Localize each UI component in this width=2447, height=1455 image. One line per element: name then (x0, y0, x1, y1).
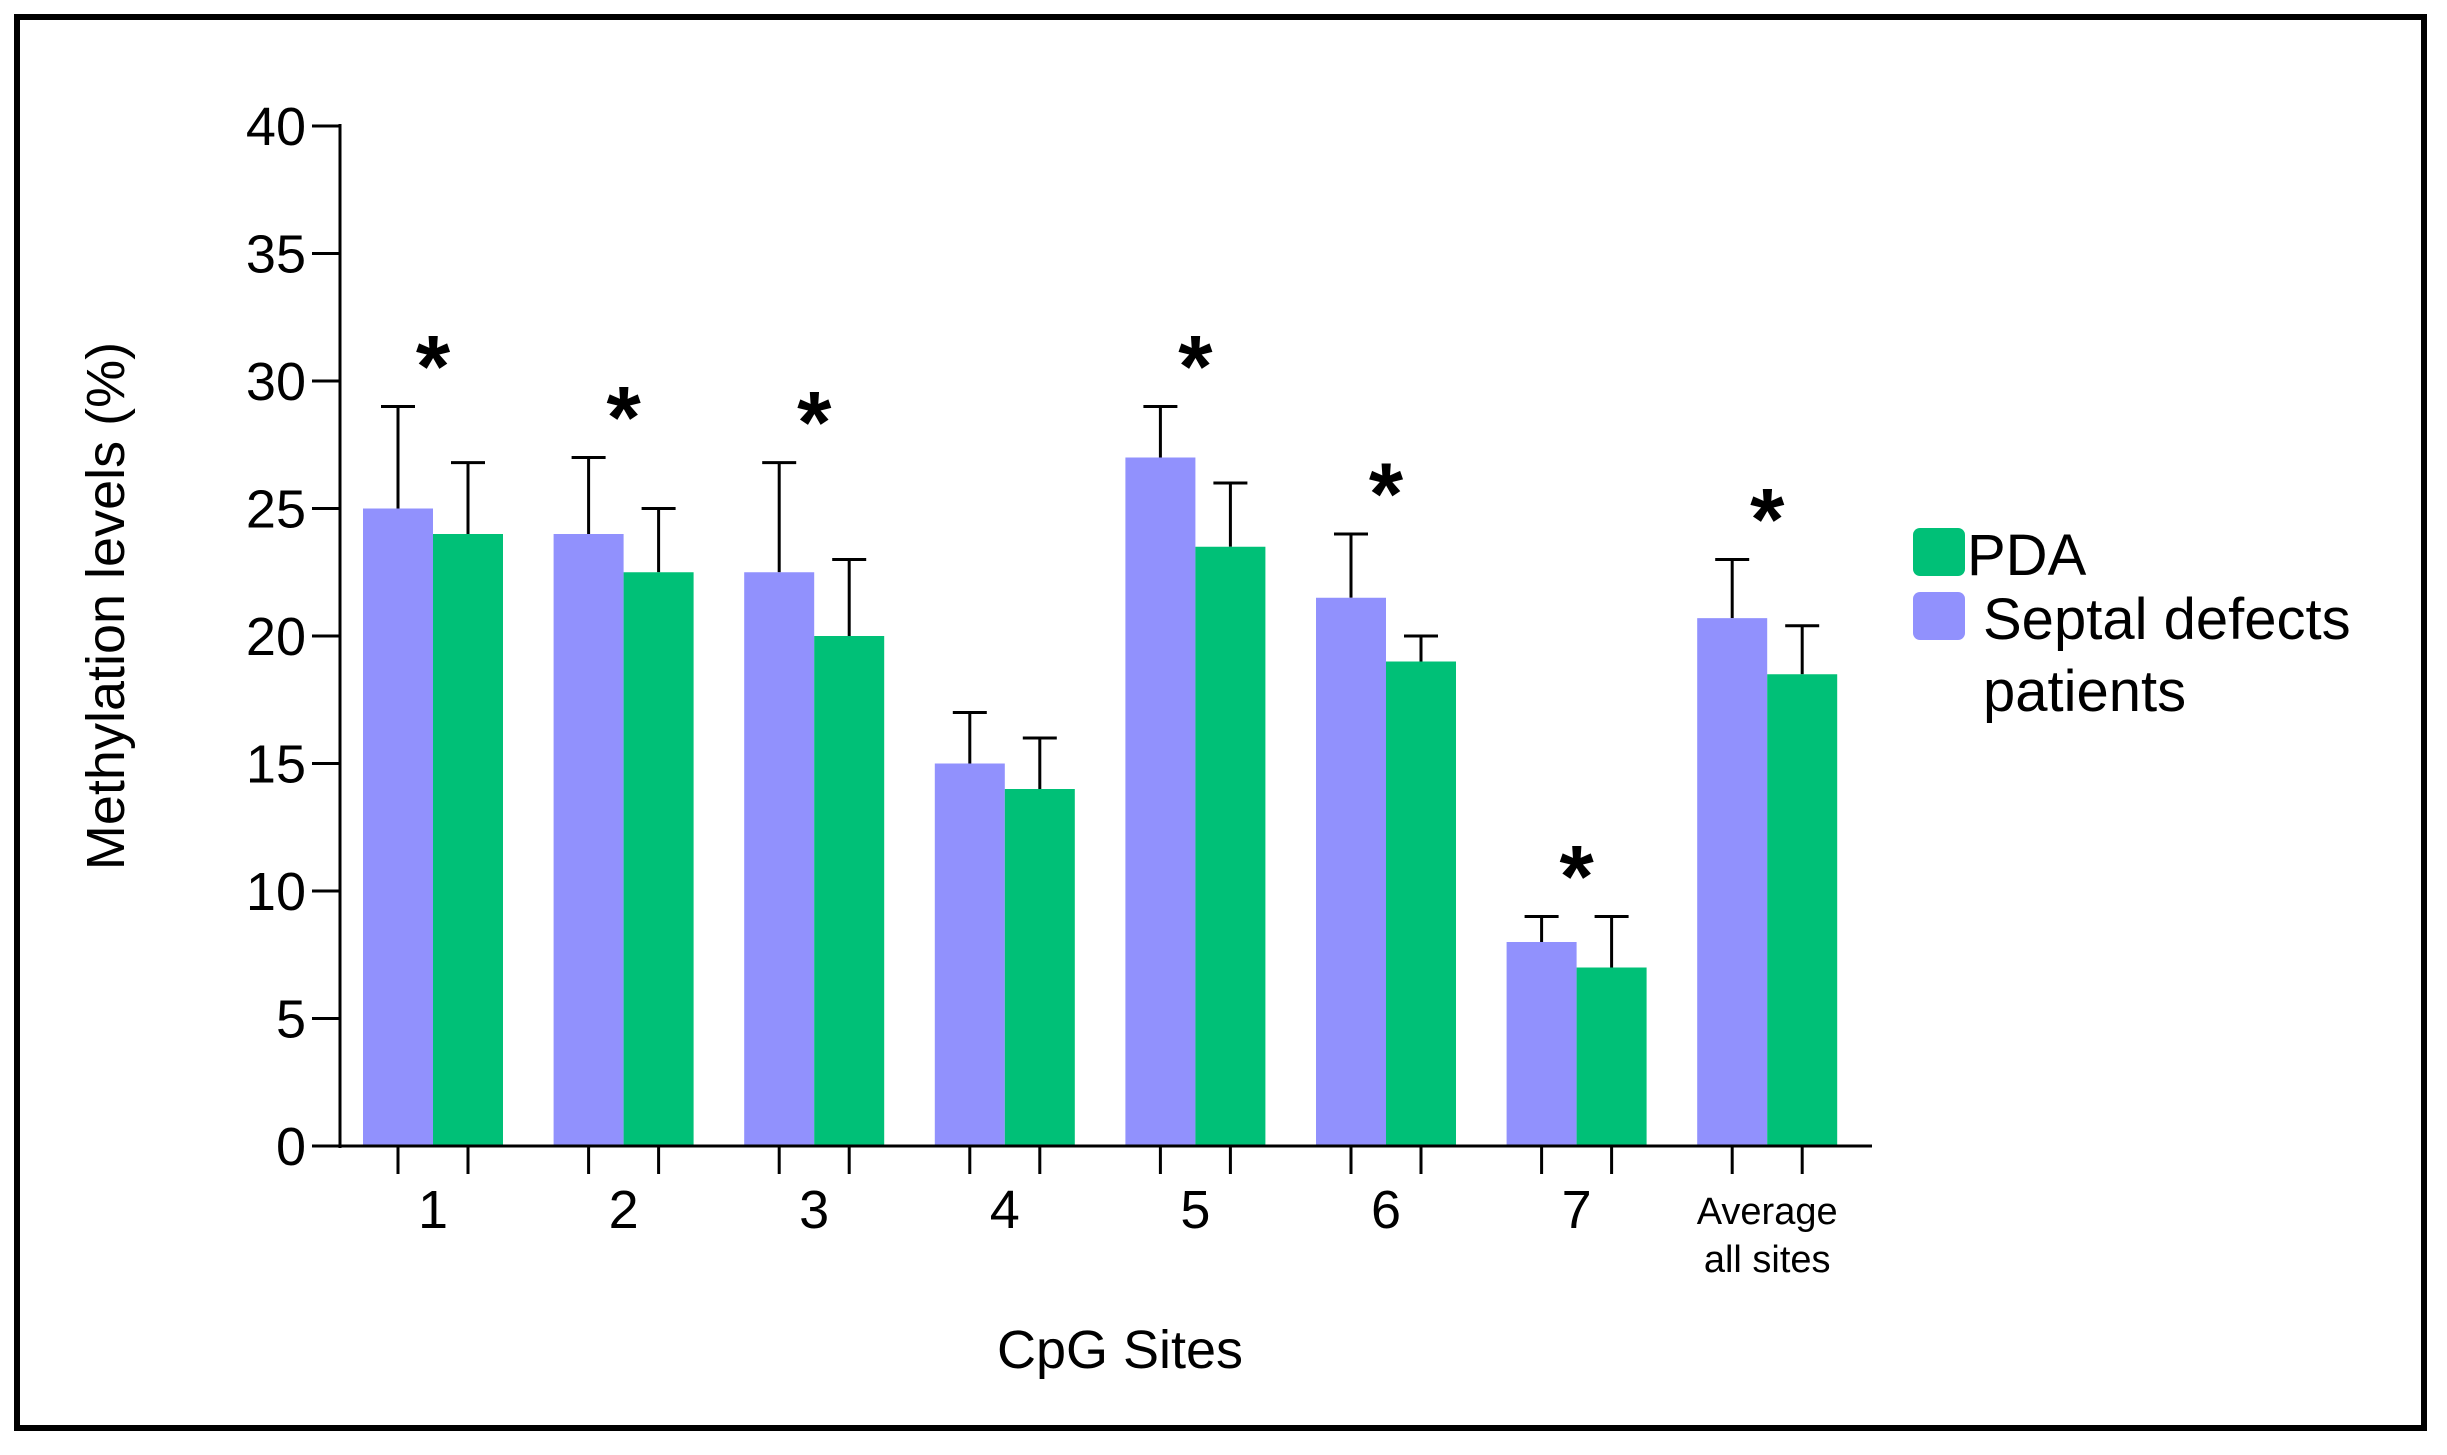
x-tick-label-8-line-2: all sites (1704, 1239, 1831, 1281)
y-axis-title: Methylation levels (%) (76, 342, 136, 870)
bar-septal-4 (934, 763, 1005, 1146)
bar-pda-3 (814, 636, 885, 1146)
legend-label-pda: PDA (1967, 523, 2087, 588)
x-tick-label-1: 1 (418, 1180, 448, 1240)
significance-star-6: * (1369, 444, 1404, 543)
y-tick-label-25: 25 (246, 480, 306, 540)
y-tick-label-10: 10 (246, 862, 306, 922)
x-tick-label-8-line-1: Average (1697, 1191, 1838, 1233)
y-tick-label-15: 15 (246, 735, 306, 795)
y-tick-label-0: 0 (276, 1117, 306, 1177)
significance-star-3: * (797, 373, 832, 472)
x-tick-label-3: 3 (799, 1180, 829, 1240)
significance-star-1: * (416, 317, 451, 416)
x-tick-label-5: 5 (1180, 1180, 1210, 1240)
y-tick-label-35: 35 (246, 225, 306, 285)
bar-pda-1 (433, 534, 503, 1146)
bar-septal-7 (1506, 942, 1577, 1146)
legend-label-septal-line-2: patients (1983, 659, 2186, 724)
bar-pda-2 (623, 572, 694, 1146)
bar-septal-5 (1125, 457, 1196, 1146)
significance-star-5: * (1178, 317, 1213, 416)
significance-star-8: * (1750, 470, 1785, 569)
bar-septal-8 (1697, 618, 1768, 1146)
x-tick-label-7: 7 (1562, 1180, 1592, 1240)
significance-star-7: * (1559, 827, 1594, 926)
x-tick-label-6: 6 (1371, 1180, 1401, 1240)
bar-septal-1 (363, 508, 433, 1146)
significance-star-2: * (606, 368, 641, 467)
legend-swatch-septal (1913, 592, 1965, 640)
y-tick-label-20: 20 (246, 607, 306, 667)
x-tick-label-2: 2 (609, 1180, 639, 1240)
bar-pda-6 (1386, 661, 1456, 1146)
bar-pda-5 (1195, 546, 1266, 1146)
bar-septal-6 (1316, 597, 1386, 1146)
y-tick-label-30: 30 (246, 352, 306, 412)
bar-pda-7 (1576, 967, 1647, 1146)
x-tick-label-4: 4 (990, 1180, 1020, 1240)
legend-swatch-pda (1913, 528, 1965, 576)
bar-pda-4 (1004, 789, 1075, 1146)
bar-septal-3 (744, 572, 815, 1146)
bar-pda-8 (1767, 674, 1838, 1146)
y-tick-label-40: 40 (246, 97, 306, 157)
x-axis-title: CpG Sites (997, 1320, 1243, 1380)
legend-label-septal-line-1: Septal defects (1983, 587, 2351, 652)
y-tick-label-5: 5 (276, 990, 306, 1050)
bar-septal-2 (553, 534, 624, 1146)
